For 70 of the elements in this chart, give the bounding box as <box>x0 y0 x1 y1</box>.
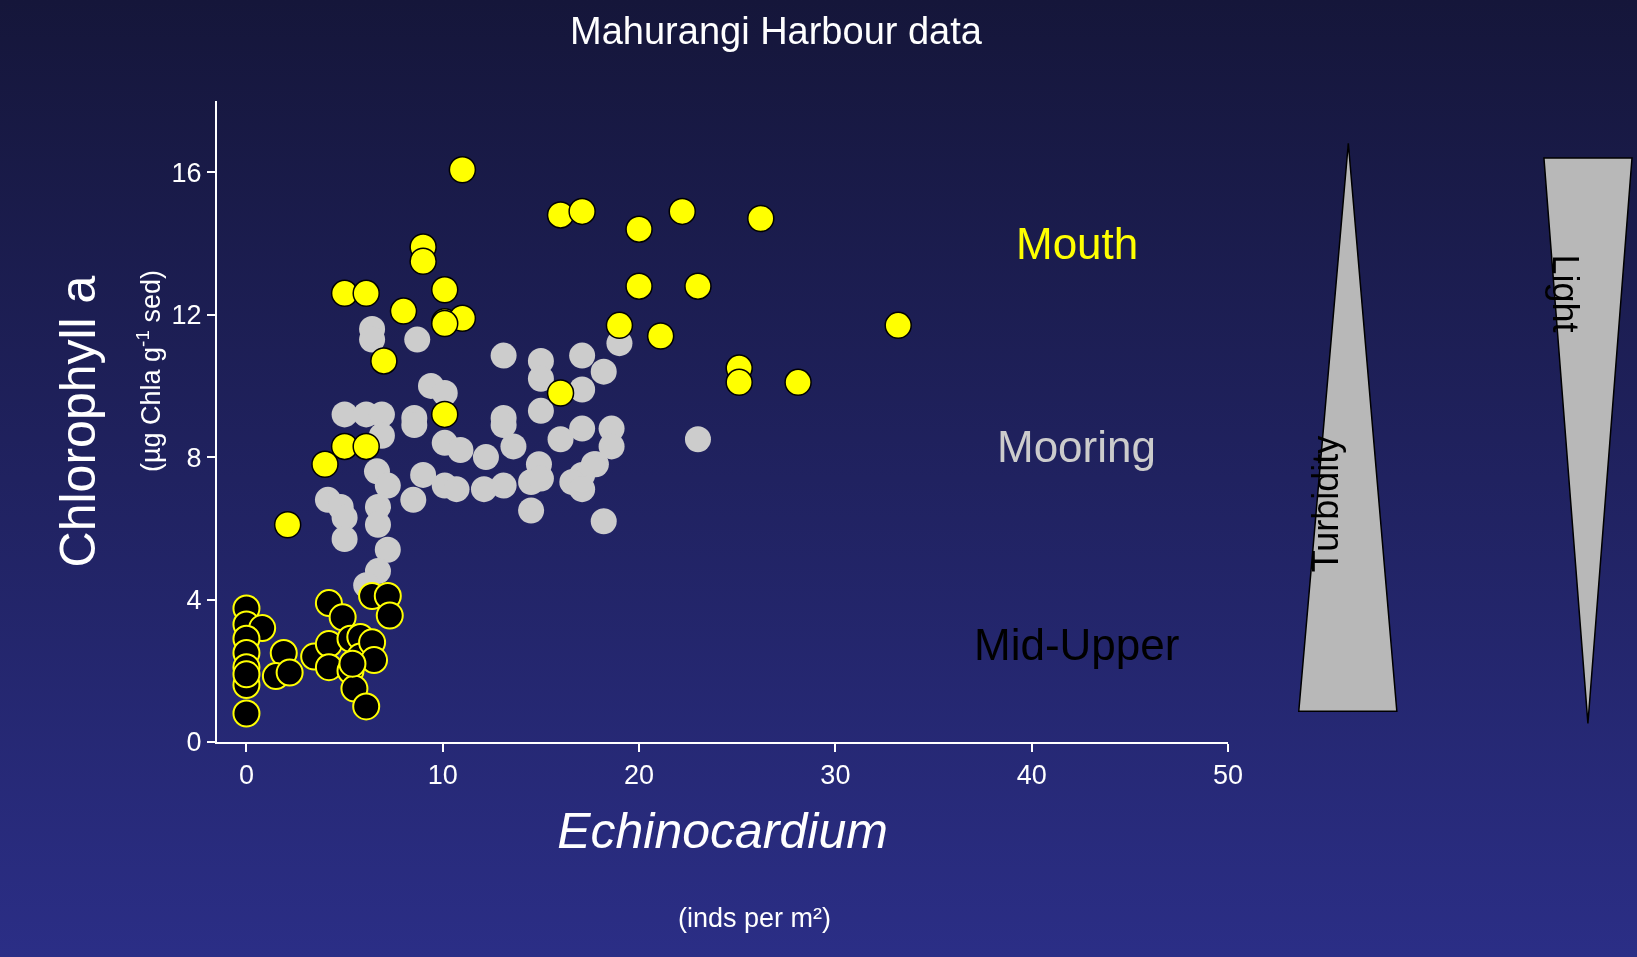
point <box>625 272 653 300</box>
point <box>590 358 617 385</box>
point <box>568 197 596 226</box>
point <box>605 311 634 340</box>
point <box>352 692 381 721</box>
text: Light <box>1545 254 1587 333</box>
point <box>352 279 380 308</box>
point <box>338 649 367 678</box>
x-tick-label: 0 <box>238 760 254 791</box>
point <box>500 433 527 460</box>
point <box>546 379 575 407</box>
point <box>684 426 711 453</box>
point <box>331 401 358 428</box>
point <box>232 699 261 728</box>
text: Mouth <box>1016 219 1139 268</box>
point <box>527 397 554 424</box>
point <box>389 297 418 325</box>
x-tick-label: 30 <box>820 760 851 791</box>
point <box>410 461 437 488</box>
point <box>569 342 596 369</box>
point <box>747 204 775 233</box>
text: Mid-Upper <box>974 620 1180 669</box>
point <box>684 272 712 300</box>
point <box>784 368 812 397</box>
y-tick-label: 8 <box>186 442 202 473</box>
point <box>331 526 358 553</box>
point <box>569 376 596 403</box>
x-tick-label: 10 <box>427 760 458 791</box>
point <box>404 326 431 353</box>
point <box>518 497 545 524</box>
point <box>352 432 380 461</box>
point <box>590 508 617 535</box>
point <box>328 603 357 632</box>
point <box>448 155 477 184</box>
y-tick-label: 16 <box>171 157 202 188</box>
point <box>374 472 401 499</box>
point <box>370 347 398 375</box>
x-axis-title: Echinocardium <box>557 803 888 860</box>
point <box>490 342 517 369</box>
point <box>275 658 304 687</box>
y-axis-title: Chlorophyll a <box>50 275 107 568</box>
point <box>625 215 653 243</box>
point <box>569 415 596 442</box>
point <box>725 368 753 397</box>
text: Mooring <box>997 422 1156 471</box>
y-tick-label: 12 <box>171 300 202 331</box>
point <box>547 426 574 453</box>
point <box>884 311 912 340</box>
point <box>430 400 459 429</box>
point <box>668 197 697 226</box>
point <box>472 444 499 471</box>
point <box>311 450 339 478</box>
point <box>374 536 401 563</box>
chart-title: Mahurangi Harbour data <box>570 10 983 53</box>
point <box>490 472 517 499</box>
point <box>375 601 404 630</box>
x-tick-label: 40 <box>1016 760 1047 791</box>
text: Turbidity <box>1305 435 1347 573</box>
point <box>400 486 427 513</box>
point <box>232 660 261 689</box>
text: (inds per m²) <box>678 903 832 933</box>
point <box>430 275 459 304</box>
point <box>646 322 675 350</box>
y-tick-label: 4 <box>186 585 202 616</box>
point <box>409 247 437 275</box>
point <box>447 436 474 463</box>
point <box>273 511 302 539</box>
x-tick-label: 20 <box>624 760 655 791</box>
y-tick-label: 0 <box>186 727 202 758</box>
x-tick-label: 50 <box>1212 760 1244 791</box>
